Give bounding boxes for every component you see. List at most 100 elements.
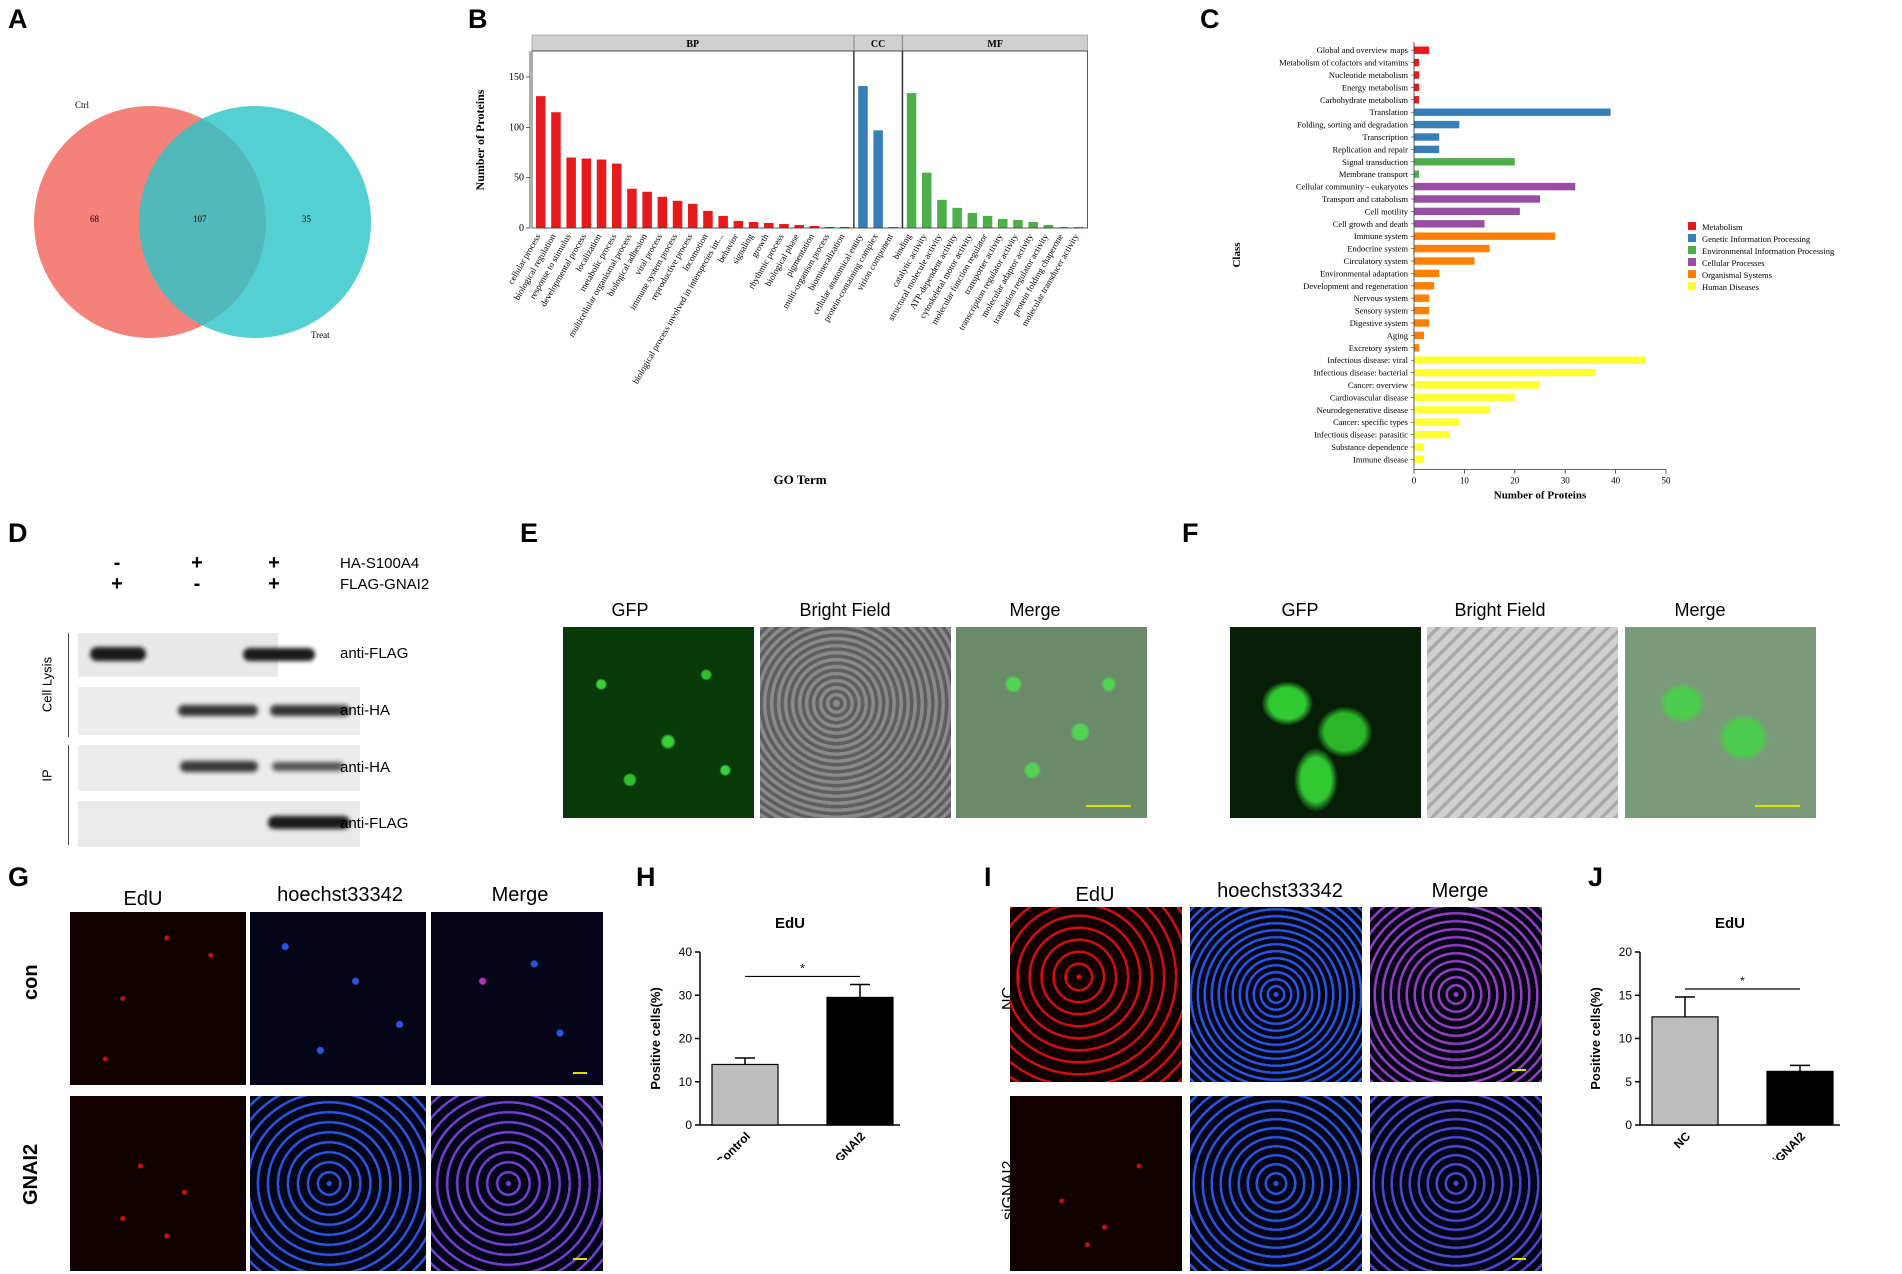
go-term-chart: cellular process biological regulation res…: [460, 30, 1100, 500]
f-title-merge: Merge: [1674, 600, 1726, 620]
x-tick-label: NC: [1671, 1129, 1693, 1151]
sign-r2-c3: +: [268, 573, 280, 595]
bar: [1766, 1070, 1834, 1126]
sign-r2-c1: +: [111, 573, 123, 595]
panel-label-i: I: [984, 862, 992, 892]
legend-swatch: [1688, 246, 1696, 254]
bar-mf: [1058, 226, 1069, 228]
bar-class: [1414, 406, 1490, 414]
i-signai2-edu-image: [1010, 1096, 1182, 1271]
i-nc-edu-image: [1010, 907, 1182, 1082]
class-label: Membrane transport: [1339, 169, 1409, 179]
bar-bp: [596, 159, 607, 228]
panel-label-g: G: [8, 862, 30, 892]
i-title-hoechst: hoechst33342: [1217, 880, 1343, 902]
x-tick-label: 50: [1662, 476, 1672, 486]
blot-label-3: anti-HA: [340, 759, 391, 776]
bar-class: [1414, 430, 1450, 439]
y-tick-label: 20: [679, 1032, 693, 1046]
bar: [711, 1063, 779, 1126]
bar-class: [1414, 207, 1520, 216]
y-tick-label: 0: [1625, 1118, 1632, 1132]
y-tick-label: 40: [679, 945, 693, 959]
panel-label-j: J: [1588, 862, 1604, 892]
bar-mf: [937, 199, 947, 228]
y-tick-label: 100: [509, 122, 524, 133]
bar-class: [1414, 282, 1435, 290]
blot-strip-2: [78, 687, 360, 735]
bar-class: [1414, 344, 1420, 352]
g-gnai2-merge-image: [431, 1096, 603, 1271]
legend-swatch: [1688, 270, 1696, 278]
class-label: Development and regeneration: [1303, 281, 1409, 291]
venn-label-ctrl: Ctrl: [75, 100, 90, 110]
e-gfp-image: [563, 627, 754, 818]
class-label: Neurodegenerative disease: [1317, 405, 1409, 415]
panel-label-f: F: [1182, 518, 1199, 548]
x-tick-label: 20: [1510, 476, 1520, 486]
bar-class: [1414, 96, 1420, 104]
f-gfp-image: [1230, 627, 1421, 818]
bar-class: [1414, 108, 1611, 116]
sign-r1-c2: +: [191, 552, 203, 574]
class-label: Infectious disease: viral: [1327, 355, 1408, 365]
bar-class: [1414, 83, 1420, 92]
bar-class: [1414, 393, 1515, 402]
scale-bar: [573, 1258, 587, 1260]
x-tick-label: siGNAI2: [1765, 1129, 1808, 1160]
bar-class: [1414, 46, 1430, 54]
row1-label: HA-S100A4: [340, 555, 420, 572]
bar-class: [1414, 381, 1540, 389]
chart-title: EdU: [1715, 915, 1745, 932]
venn-count-left: 68: [90, 214, 99, 224]
bar-mf: [998, 218, 1008, 228]
y-axis-title: Class: [1231, 242, 1243, 268]
bar-cc: [873, 130, 883, 228]
g-gnai2-edu-image: [70, 1096, 246, 1271]
legend-swatch: [1688, 258, 1696, 266]
scale-bar: [1512, 1258, 1526, 1260]
bar-class: [1414, 158, 1515, 166]
chart-title: EdU: [775, 915, 805, 932]
g-con-hoechst-image: [250, 912, 426, 1085]
bar-mf: [952, 207, 962, 228]
y-tick-label: 20: [1619, 945, 1633, 959]
f-merge-image: [1625, 627, 1816, 818]
venn-count-right: 35: [302, 214, 311, 224]
bar-cc: [888, 226, 899, 228]
bar-mf: [1074, 226, 1084, 228]
band: [178, 705, 258, 716]
e-brightfield-image: [760, 627, 951, 818]
scale-bar: [1512, 1069, 1526, 1071]
bar-class: [1414, 58, 1420, 67]
bar-mf: [906, 93, 917, 229]
class-label: Cancer: specific types: [1333, 417, 1408, 427]
bar-class: [1414, 306, 1430, 315]
facet-frame: [531, 50, 854, 229]
band: [180, 761, 258, 772]
bar-bp: [612, 163, 622, 228]
bar-class: [1414, 133, 1440, 141]
facet-frame: [853, 50, 903, 229]
bar-cc: [858, 86, 868, 228]
e-merge-image: [956, 627, 1147, 818]
bar-bp: [672, 200, 683, 228]
class-label: Infectious disease: bacterial: [1314, 368, 1409, 378]
bar-class: [1414, 368, 1596, 377]
e-title-gfp: GFP: [611, 600, 649, 620]
band: [243, 648, 315, 661]
bar-class: [1414, 145, 1440, 154]
panel-label-h: H: [636, 862, 656, 892]
row2-label: FLAG-GNAI2: [340, 576, 430, 593]
class-label: Endocrine system: [1347, 244, 1408, 254]
kegg-class-chart: Global and overview maps Metabolism of co…: [1210, 30, 1902, 510]
venn-diagram: Ctrl Treat 68 107 35: [30, 80, 380, 360]
y-tick-label: 10: [1619, 1032, 1633, 1046]
venn-label-treat: Treat: [311, 330, 330, 340]
x-tick-label: 0: [1412, 476, 1417, 486]
bar-bp: [566, 157, 576, 228]
bar: [1651, 1016, 1719, 1126]
blot-strip-1: [78, 633, 315, 677]
bar-class: [1414, 294, 1430, 302]
g-title-edu: EdU: [123, 888, 163, 910]
